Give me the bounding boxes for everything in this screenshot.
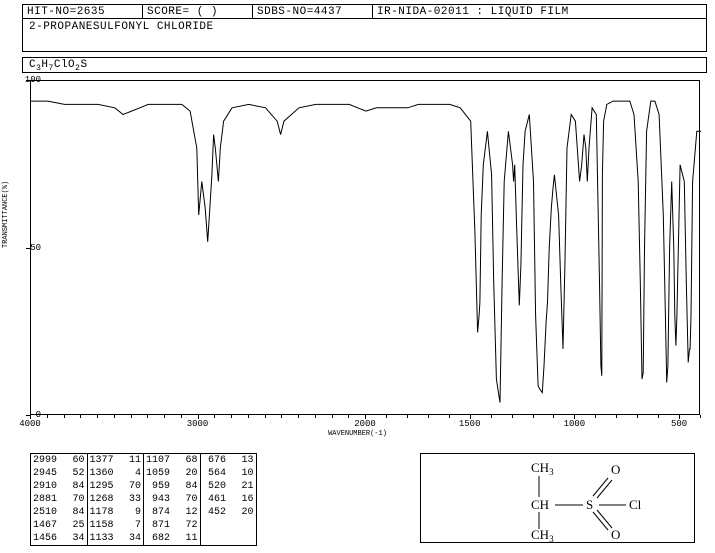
peak-wavenumber: 682 (144, 532, 173, 546)
x-tick-label: 2000 (354, 419, 376, 429)
ir-id-cell: IR-NIDA-02011 : LIQUID FILM (373, 5, 706, 18)
peak-wavenumber: 1133 (87, 532, 116, 546)
peak-transmittance: 9 (116, 506, 144, 519)
peak-transmittance: 13 (228, 454, 256, 468)
peak-transmittance: 68 (172, 454, 200, 468)
peak-wavenumber: 676 (200, 454, 228, 468)
structure-diagram: CH3 CH CH3 S O O Cl (420, 453, 695, 543)
peak-wavenumber: 520 (200, 480, 228, 493)
svg-text:CH3: CH3 (531, 460, 554, 477)
peak-transmittance: 34 (116, 532, 144, 546)
x-tick-label: 1000 (564, 419, 586, 429)
peak-transmittance: 12 (172, 506, 200, 519)
ir-spectrum-chart (30, 80, 700, 415)
peak-wavenumber: 1360 (87, 467, 116, 480)
peak-wavenumber: 1295 (87, 480, 116, 493)
peak-wavenumber: 1107 (144, 454, 173, 468)
peak-transmittance: 4 (116, 467, 144, 480)
peak-transmittance (228, 532, 256, 546)
peak-transmittance: 84 (59, 480, 87, 493)
peak-transmittance: 21 (228, 480, 256, 493)
y-axis-label: TRANSMITTANCE(%) (2, 181, 10, 248)
score-cell: SCORE= ( ) (143, 5, 253, 18)
peak-transmittance: 16 (228, 493, 256, 506)
svg-text:CH: CH (531, 497, 549, 512)
peak-transmittance: 11 (172, 532, 200, 546)
peak-wavenumber: 1268 (87, 493, 116, 506)
peak-wavenumber: 943 (144, 493, 173, 506)
peak-transmittance: 72 (172, 519, 200, 532)
x-tick-label: 500 (671, 419, 687, 429)
hit-no-cell: HIT-NO=2635 (23, 5, 143, 18)
peak-transmittance: 70 (172, 493, 200, 506)
peak-transmittance: 7 (116, 519, 144, 532)
x-tick-label: 3000 (187, 419, 209, 429)
x-axis-label: WAVENUMBER(-1) (328, 430, 387, 438)
peak-transmittance: 52 (59, 467, 87, 480)
sdbs-no-cell: SDBS-NO=4437 (253, 5, 373, 18)
compound-name: 2-PROPANESULFONYL CHLORIDE (22, 19, 707, 52)
peak-transmittance: 70 (116, 480, 144, 493)
peak-transmittance: 70 (59, 493, 87, 506)
peak-wavenumber: 1178 (87, 506, 116, 519)
svg-text:O: O (611, 462, 620, 477)
svg-text:Cl: Cl (629, 497, 642, 512)
peak-transmittance: 10 (228, 467, 256, 480)
peak-transmittance: 25 (59, 519, 87, 532)
peak-transmittance (228, 519, 256, 532)
svg-text:O: O (611, 527, 620, 542)
peak-wavenumber: 871 (144, 519, 173, 532)
header-bar: HIT-NO=2635 SCORE= ( ) SDBS-NO=4437 IR-N… (22, 4, 707, 19)
svg-text:S: S (586, 497, 593, 512)
peak-transmittance: 20 (228, 506, 256, 519)
peak-wavenumber: 461 (200, 493, 228, 506)
peak-wavenumber: 1059 (144, 467, 173, 480)
svg-text:CH3: CH3 (531, 527, 554, 544)
peak-wavenumber: 564 (200, 467, 228, 480)
peak-transmittance: 33 (116, 493, 144, 506)
x-tick-label: 1500 (459, 419, 481, 429)
formula: C3H7ClO2S (22, 57, 707, 73)
peak-transmittance: 11 (116, 454, 144, 468)
peak-wavenumber: 1377 (87, 454, 116, 468)
x-tick-label: 4000 (19, 419, 41, 429)
peak-wavenumber: 1467 (31, 519, 60, 532)
peak-wavenumber: 2999 (31, 454, 60, 468)
peak-wavenumber: 2945 (31, 467, 60, 480)
peak-wavenumber (200, 532, 228, 546)
peak-wavenumber: 2510 (31, 506, 60, 519)
peak-wavenumber: 1456 (31, 532, 60, 546)
peak-wavenumber: 2881 (31, 493, 60, 506)
peak-wavenumber (200, 519, 228, 532)
peak-transmittance: 84 (59, 506, 87, 519)
peak-wavenumber: 874 (144, 506, 173, 519)
peak-wavenumber: 452 (200, 506, 228, 519)
peak-transmittance: 20 (172, 467, 200, 480)
peak-wavenumber: 1158 (87, 519, 116, 532)
peak-wavenumber: 959 (144, 480, 173, 493)
peak-table: 2999601377111107686761329455213604105920… (30, 453, 257, 546)
peak-transmittance: 60 (59, 454, 87, 468)
peak-transmittance: 84 (172, 480, 200, 493)
peak-wavenumber: 2910 (31, 480, 60, 493)
peak-transmittance: 34 (59, 532, 87, 546)
